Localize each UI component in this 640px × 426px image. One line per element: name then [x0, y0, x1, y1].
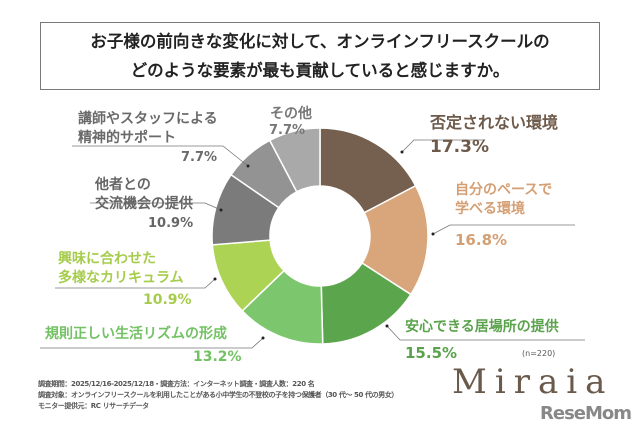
label-text: 自分のペースで	[455, 182, 553, 198]
footnote-source: モニター提供元：RC リサーチデータ	[38, 402, 149, 410]
leader-dot	[385, 324, 389, 328]
label-text: その他	[270, 106, 312, 122]
leader-line-s1	[432, 224, 575, 235]
resemom-watermark: ReseMom	[540, 403, 632, 424]
footnote-period: 調査期間：2025/12/16-2025/12/18・調査方法：インターネット調…	[38, 380, 315, 388]
label-s4: 興味に合わせた多様なカリキュラム	[58, 250, 184, 288]
value-label-s5: 10.9%	[148, 216, 194, 231]
label-s7: その他	[270, 105, 312, 124]
leader-line-s4	[55, 278, 216, 289]
label-text: 学べる環境	[455, 201, 525, 217]
label-text: 規則正しい生活リズムの形成	[45, 326, 227, 342]
label-s0: 否定されない環境	[430, 113, 558, 132]
label-s5: 他者との交流機会の提供	[95, 176, 193, 214]
label-s3: 規則正しい生活リズムの形成	[45, 325, 227, 344]
value-label-s3: 13.2%	[193, 349, 242, 365]
leader-line-s0	[401, 139, 485, 153]
sample-size: (n=220)	[522, 349, 556, 358]
value-label-s0: 17.3%	[430, 137, 489, 157]
title-line-1: お子様の前向きな変化に対して、オンラインフリースクールの	[90, 32, 550, 51]
value-label-s4: 10.9%	[143, 292, 192, 308]
label-text: 他者との	[95, 177, 151, 193]
leader-dot	[261, 336, 265, 340]
title-line-2: どのような要素が最も貢献していると感じますか。	[130, 61, 510, 80]
miraia-logo: Miraia	[452, 362, 614, 402]
leader-line-s2	[386, 325, 585, 341]
donut-slice-7	[268, 127, 321, 193]
value-label-s2: 15.5%	[405, 344, 458, 362]
value-label-s1: 16.8%	[455, 231, 508, 249]
label-s1: 自分のペースで 学べる環境	[455, 181, 552, 219]
label-text: 精神的サポート	[78, 130, 176, 146]
leader-dot	[246, 164, 250, 168]
label-s2: 安心できる居場所の提供	[405, 318, 559, 337]
label-text: 多様なカリキュラム	[58, 270, 184, 286]
footnote-target: 調査対象：オンラインフリースクールを利用したことがある小中学生の不登校の子を持つ…	[38, 391, 399, 399]
value-label-s6: 7.7%	[181, 150, 218, 165]
chart-title: お子様の前向きな変化に対して、オンラインフリースクールの どのような要素が最も貢…	[40, 22, 600, 90]
value-label-s7: 7.7%	[269, 123, 306, 138]
leader-dot	[431, 232, 435, 236]
label-s6: 講師やスタッフによる 精神的サポート	[78, 110, 218, 148]
label-text: 安心できる居場所の提供	[405, 319, 559, 335]
donut-slice-1	[361, 184, 429, 296]
leader-dot	[219, 208, 223, 212]
leader-line-s5	[90, 202, 222, 211]
leader-line-s6	[72, 145, 249, 167]
label-text: 交流機会の提供	[95, 196, 193, 212]
label-text: 否定されない環境	[430, 113, 559, 132]
label-text: 興味に合わせた	[58, 251, 156, 267]
leader-line-s3	[40, 337, 264, 349]
label-text: 講師やスタッフによる	[78, 111, 218, 127]
leader-dot	[213, 277, 217, 281]
leader-dot	[400, 150, 404, 154]
